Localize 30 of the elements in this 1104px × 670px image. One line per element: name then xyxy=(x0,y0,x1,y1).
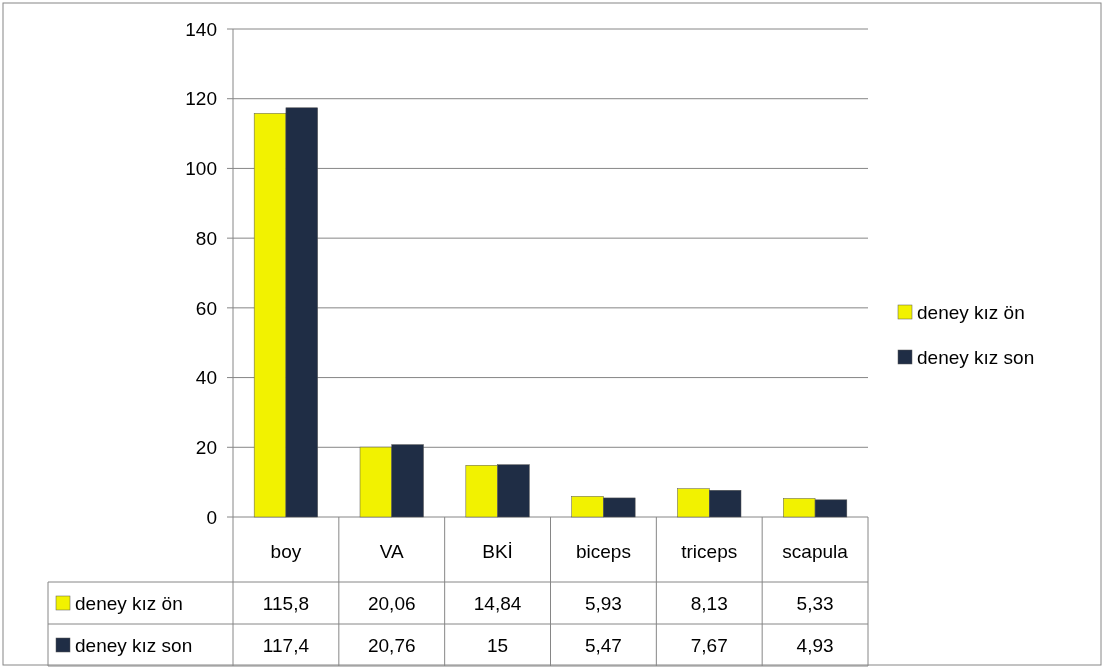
data-label: 117,4 xyxy=(262,634,310,656)
data-label: 5,33 xyxy=(796,592,834,614)
x-tick-label: scapula xyxy=(782,541,849,563)
y-tick-label: 140 xyxy=(185,18,217,40)
legend-label: deney kız son xyxy=(917,346,1035,368)
data-label: 20,06 xyxy=(367,592,416,614)
x-tick-label: BKİ xyxy=(482,541,513,563)
x-tick-label: triceps xyxy=(681,541,738,563)
y-tick-label: 20 xyxy=(195,436,217,458)
y-tick-label: 60 xyxy=(195,297,217,319)
data-label: 7,67 xyxy=(690,634,728,656)
data-label: 20,76 xyxy=(367,634,416,656)
y-tick-label: 120 xyxy=(185,88,217,110)
data-label: 8,13 xyxy=(690,592,728,614)
y-tick-label: 100 xyxy=(185,158,217,180)
data-label: 5,93 xyxy=(584,592,622,614)
text: deney kız ön xyxy=(75,592,183,614)
y-tick-label: 40 xyxy=(195,367,217,389)
x-tick-label: boy xyxy=(270,541,302,563)
data-label: 15 xyxy=(487,634,509,656)
data-label: 14,84 xyxy=(473,592,522,614)
y-tick-label: 80 xyxy=(195,227,217,249)
y-tick-label: 0 xyxy=(206,506,217,528)
data-label: 5,47 xyxy=(584,634,622,656)
data-label: 4,93 xyxy=(796,634,834,656)
legend-label: deney kız ön xyxy=(917,301,1025,323)
data-label: 115,8 xyxy=(262,592,309,614)
x-tick-label: biceps xyxy=(575,541,631,563)
text: deney kız son xyxy=(75,634,193,656)
x-tick-label: VA xyxy=(379,541,405,563)
